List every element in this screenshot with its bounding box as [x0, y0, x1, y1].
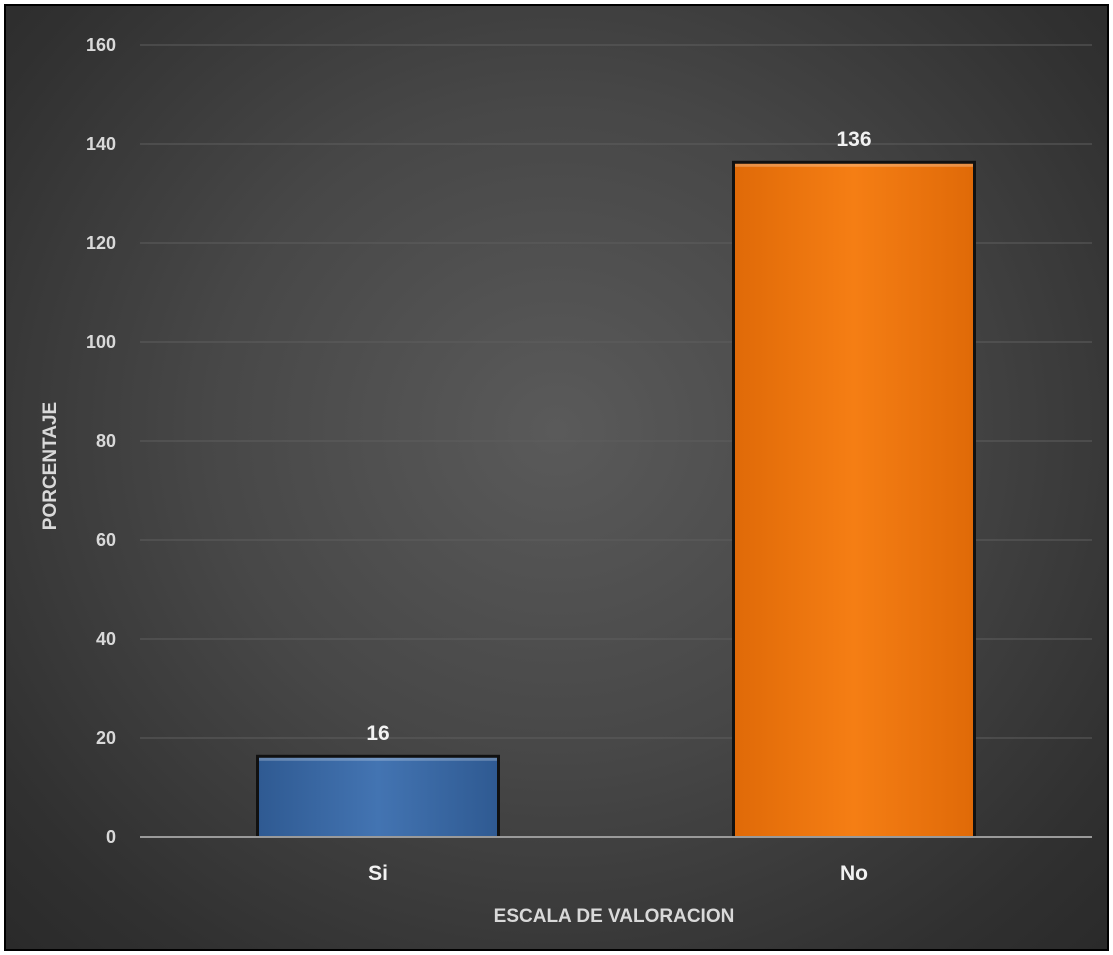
x-axis-title: ESCALA DE VALORACION: [494, 906, 735, 927]
y-tick-label: 100: [86, 332, 116, 352]
y-axis-ticks: 0 20 40 60 80 100 120 140 160: [86, 35, 116, 847]
x-category-label: Si: [368, 862, 388, 885]
y-tick-label: 140: [86, 134, 116, 154]
bar-highlight: [735, 163, 973, 167]
y-tick-label: 160: [86, 35, 116, 55]
data-labels: 16 136: [366, 128, 871, 745]
bars: [256, 160, 976, 838]
y-tick-label: 60: [96, 530, 116, 550]
y-tick-label: 80: [96, 431, 116, 451]
data-label: 136: [836, 128, 871, 151]
y-tick-label: 40: [96, 629, 116, 649]
y-tick-label: 20: [96, 728, 116, 748]
x-axis-categories: Si No: [368, 862, 868, 885]
y-tick-label: 0: [106, 827, 116, 847]
data-label: 16: [366, 722, 389, 745]
bar-no: [735, 163, 973, 838]
y-tick-label: 120: [86, 233, 116, 253]
y-axis-title: PORCENTAJE: [40, 402, 61, 530]
x-category-label: No: [840, 862, 868, 885]
bar-highlight: [259, 757, 497, 761]
bar-si: [259, 757, 497, 837]
